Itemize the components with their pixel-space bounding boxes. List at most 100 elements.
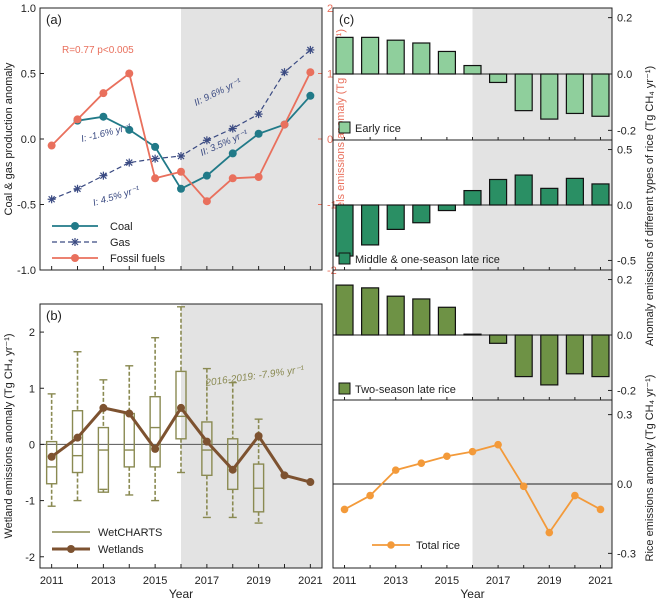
panel-a-point-gas [202, 136, 211, 145]
panel-c-ytick-label: -0.2 [617, 125, 636, 137]
panel-c-ytick-label: 0.0 [617, 479, 632, 491]
panel-b-point-wetlands [228, 465, 237, 474]
panel-c-point-total-rice [417, 459, 426, 467]
panel-a-point-gas [125, 158, 134, 167]
panel-c-bar-middle-one-season-late-rice [463, 189, 482, 206]
panel-c-legend-marker [387, 541, 395, 549]
panel-c-bar-two-season-late-rice [361, 287, 380, 336]
panel-c-bar-middle-one-season-late-rice [488, 178, 508, 206]
panel-a-point-gas [228, 124, 237, 133]
panel-c-bar-early-rice [540, 73, 559, 120]
panel-a-point-fossil-fuels [125, 69, 134, 78]
panel-c-ytick-label: 0.0 [617, 69, 632, 81]
panel-b-point-wetlands [280, 471, 289, 480]
panel-a-point-gas [177, 152, 185, 161]
panel-c-point-total-rice [571, 491, 579, 500]
panel-a-point-fossil-fuels [47, 141, 56, 150]
panel-c-ytick-label: -0.3 [617, 548, 636, 560]
panel-b-xtick-label: 2019 [246, 575, 270, 587]
panel-c-bar-middle-one-season-late-rice [437, 204, 457, 212]
panel-c-bar-two-season-late-rice [540, 334, 559, 386]
panel-b-legend-label: Wetlands [98, 544, 144, 556]
panel-c-bar-two-season-late-rice [514, 334, 533, 378]
panel-c-ytick-label: 0.3 [617, 410, 632, 422]
panel-a-point-fossil-fuels [254, 172, 263, 181]
panel-a-point-gas [99, 171, 108, 180]
panel-a-ytick-right-label: 0 [327, 134, 333, 146]
panel-b-xtick-label: 2021 [298, 575, 322, 587]
panel-c-xtick-label: 2019 [537, 575, 561, 587]
panel-c-ylabel-bottom: Rice emissions anomaly (Tg CH₄ yr⁻¹) [644, 375, 656, 562]
panel-b-box [149, 395, 161, 468]
panel-c-point-total-rice [391, 466, 400, 474]
panel-c-bar-early-rice [412, 42, 431, 75]
panel-b-point-wetlands [99, 403, 108, 412]
panel-c-legend-swatch [338, 252, 351, 265]
star-stroke [306, 46, 314, 54]
panel-c-bar-middle-one-season-late-rice [335, 204, 354, 257]
panel-c-bar-middle-one-season-late-rice [540, 187, 559, 206]
panel-b-box [97, 426, 110, 493]
panel-c-point-total-rice [443, 452, 451, 461]
panel-c-point-total-rice [545, 528, 554, 537]
star-stroke [74, 185, 81, 193]
panel-c-bar-middle-one-season-late-rice [412, 204, 431, 224]
panel-a-point-fossil-fuels [73, 115, 82, 124]
panel-c-bar-early-rice [591, 73, 610, 117]
panel-c-bar-two-season-late-rice [386, 295, 405, 336]
panel-c-legend-label: Total rice [416, 540, 460, 552]
panel-a-point-coal [306, 91, 315, 100]
panel-c-bar-two-season-late-rice [463, 333, 482, 336]
star-stroke [281, 68, 288, 76]
panel-b-xtick-label: 2017 [195, 575, 219, 587]
panel-b-box [123, 412, 135, 468]
panel-b-box [175, 370, 187, 440]
panel-b-point-wetlands [254, 432, 263, 440]
panel-a-point-coal [99, 112, 108, 121]
panel-a-line-coal [77, 95, 312, 190]
panel-a-point-fossil-fuels [177, 167, 185, 176]
panel-a-legend-label: Coal [110, 221, 133, 233]
panel-c-bar-early-rice [488, 73, 508, 84]
panel-c-bar-early-rice [437, 50, 457, 75]
panel-c-bar-early-rice [565, 73, 584, 115]
star-stroke [151, 155, 159, 163]
panel-c-bar-two-season-late-rice [488, 334, 508, 344]
panel-a-coal-early: I: -1.6% yr⁻¹ [80, 122, 133, 145]
panel-a-ytick-label: 1.0 [21, 3, 36, 15]
panel-a-ytick-right-label: -2 [327, 265, 337, 277]
panel-a-ylabel-right: Fossil fuels emissions anomaly (Tg CH₄ y… [335, 29, 347, 249]
panel-b-ytick-label: 1 [29, 383, 35, 395]
panel-a-ytick-label: 0.5 [21, 69, 36, 81]
panel-c-bar-early-rice [386, 39, 405, 75]
panel-a-label: (a) [46, 12, 62, 27]
panel-c-xtick-label: 2017 [486, 575, 510, 587]
panel-c-legend-label: Two-season late rice [355, 384, 456, 396]
panel-a-ytick-label: 0.0 [21, 134, 36, 146]
panel-a-point-fossil-fuels [151, 174, 160, 183]
panel-a-point-coal [202, 171, 211, 180]
panel-b-point-wetlands [177, 403, 185, 412]
panel-c-xtick-label: 2021 [588, 575, 612, 587]
panel-c-point-total-rice [468, 447, 477, 456]
panel-b-label: (b) [46, 308, 62, 323]
panel-b-point-wetlands [125, 409, 134, 418]
panel-c-bar-two-season-late-rice [591, 334, 610, 378]
star-stroke [48, 195, 56, 203]
panel-b-point-wetlands [151, 444, 160, 453]
panel-c-bar-middle-one-season-late-rice [565, 177, 584, 206]
panel-b-xlabel: Year [169, 587, 193, 601]
panel-c-bar-middle-one-season-late-rice [514, 174, 533, 206]
panel-b-xtick-label: 2013 [91, 575, 115, 587]
panel-a-point-coal [254, 129, 263, 138]
panel-a-frame [39, 7, 323, 271]
panel-c-bar-two-season-late-rice [412, 298, 431, 336]
panel-c-point-total-rice [519, 482, 528, 491]
panel-a-point-gas [73, 184, 82, 193]
panel-a-point-gas [306, 45, 315, 54]
panel-c-ytick-label: 0.2 [617, 275, 632, 287]
panel-c-ytick-label: 0.0 [617, 200, 632, 212]
panel-c-ytick-label: -0.5 [617, 255, 636, 267]
panel-c-ytick-label: 0.0 [617, 330, 632, 342]
panel-b-box [45, 440, 58, 485]
